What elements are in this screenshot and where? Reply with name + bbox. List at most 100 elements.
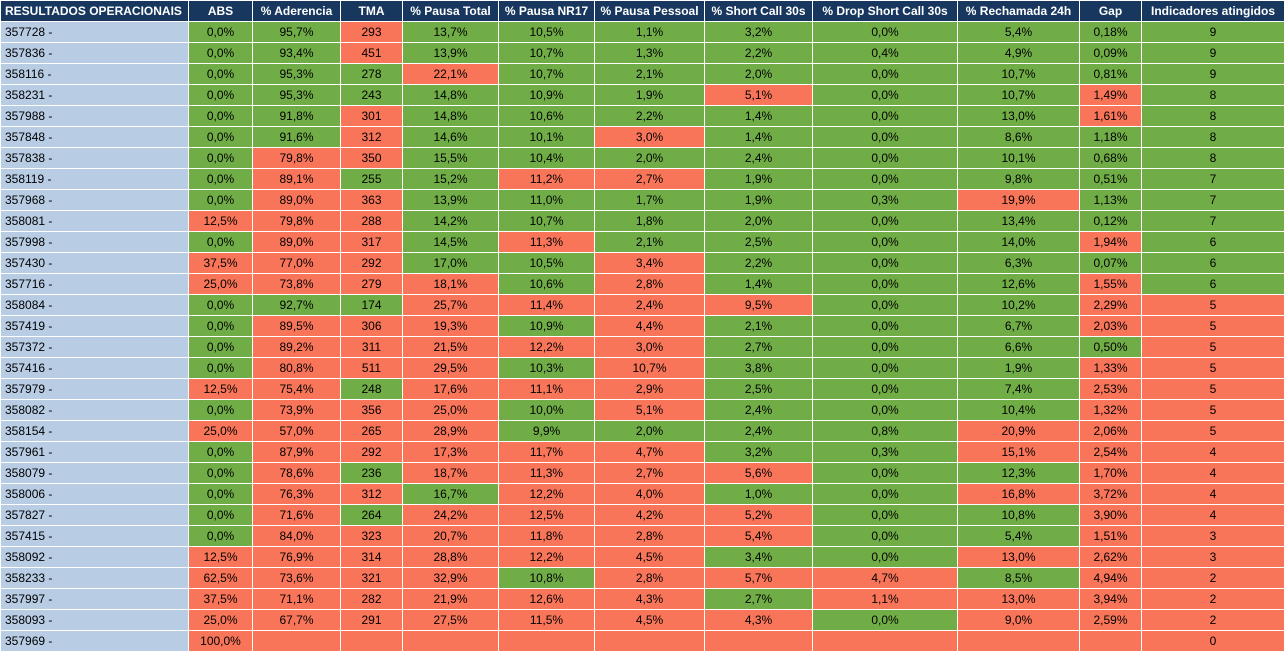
cell-pausa-total: 20,7% bbox=[403, 526, 499, 547]
cell-rechamada: 12,6% bbox=[958, 274, 1080, 295]
cell-pausa-total: 21,9% bbox=[403, 589, 499, 610]
cell-pausa-nr17: 10,8% bbox=[499, 568, 595, 589]
cell-tma: 174 bbox=[341, 295, 403, 316]
cell-gap: 1,61% bbox=[1080, 106, 1142, 127]
cell-id: 357968 - bbox=[1, 190, 189, 211]
cell-pausa-nr17: 12,6% bbox=[499, 589, 595, 610]
cell-id: 357728 - bbox=[1, 22, 189, 43]
cell-pausa-total: 28,9% bbox=[403, 421, 499, 442]
cell-short-call: 3,2% bbox=[705, 22, 813, 43]
cell-rechamada: 10,4% bbox=[958, 400, 1080, 421]
cell-indicadores: 4 bbox=[1142, 505, 1284, 526]
cell-abs: 0,0% bbox=[189, 358, 253, 379]
cell-rechamada: 20,9% bbox=[958, 421, 1080, 442]
cell-rechamada: 8,6% bbox=[958, 127, 1080, 148]
cell-drop-short-call: 1,1% bbox=[813, 589, 958, 610]
cell-abs: 0,0% bbox=[189, 316, 253, 337]
cell-pausa-nr17: 12,2% bbox=[499, 337, 595, 358]
cell-pausa-pessoal: 2,4% bbox=[595, 295, 705, 316]
cell-short-call: 2,0% bbox=[705, 211, 813, 232]
cell-gap: 1,94% bbox=[1080, 232, 1142, 253]
cell-indicadores: 8 bbox=[1142, 148, 1284, 169]
cell-id: 357979 - bbox=[1, 379, 189, 400]
cell-indicadores: 7 bbox=[1142, 169, 1284, 190]
cell-tma: 291 bbox=[341, 610, 403, 631]
cell-id: 357969 - bbox=[1, 631, 189, 652]
cell-pausa-total: 18,1% bbox=[403, 274, 499, 295]
cell-aderencia: 92,7% bbox=[253, 295, 341, 316]
cell-pausa-nr17: 11,0% bbox=[499, 190, 595, 211]
cell-gap: 1,13% bbox=[1080, 190, 1142, 211]
cell-abs: 0,0% bbox=[189, 400, 253, 421]
cell-aderencia: 77,0% bbox=[253, 253, 341, 274]
cell-abs: 0,0% bbox=[189, 232, 253, 253]
cell-gap: 2,62% bbox=[1080, 547, 1142, 568]
cell-drop-short-call: 0,0% bbox=[813, 169, 958, 190]
cell-rechamada: 7,4% bbox=[958, 379, 1080, 400]
header-rechamada: % Rechamada 24h bbox=[958, 1, 1080, 22]
cell-pausa-nr17: 11,8% bbox=[499, 526, 595, 547]
cell-tma: 279 bbox=[341, 274, 403, 295]
cell-pausa-total: 17,0% bbox=[403, 253, 499, 274]
cell-pausa-pessoal: 1,1% bbox=[595, 22, 705, 43]
cell-abs: 62,5% bbox=[189, 568, 253, 589]
cell-id: 358093 - bbox=[1, 610, 189, 631]
cell-pausa-total bbox=[403, 631, 499, 652]
cell-abs: 0,0% bbox=[189, 505, 253, 526]
cell-abs: 12,5% bbox=[189, 379, 253, 400]
header-tma: TMA bbox=[341, 1, 403, 22]
cell-rechamada: 6,3% bbox=[958, 253, 1080, 274]
cell-gap: 1,18% bbox=[1080, 127, 1142, 148]
cell-pausa-pessoal: 2,8% bbox=[595, 568, 705, 589]
cell-gap: 2,06% bbox=[1080, 421, 1142, 442]
cell-drop-short-call: 0,0% bbox=[813, 484, 958, 505]
cell-pausa-total: 17,6% bbox=[403, 379, 499, 400]
cell-aderencia: 73,8% bbox=[253, 274, 341, 295]
cell-pausa-total: 22,1% bbox=[403, 64, 499, 85]
cell-short-call: 3,2% bbox=[705, 442, 813, 463]
cell-drop-short-call: 0,0% bbox=[813, 463, 958, 484]
cell-gap: 2,54% bbox=[1080, 442, 1142, 463]
cell-drop-short-call: 0,0% bbox=[813, 358, 958, 379]
cell-gap: 2,53% bbox=[1080, 379, 1142, 400]
cell-tma: 356 bbox=[341, 400, 403, 421]
cell-pausa-total: 19,3% bbox=[403, 316, 499, 337]
cell-pausa-total: 14,6% bbox=[403, 127, 499, 148]
cell-abs: 25,0% bbox=[189, 274, 253, 295]
cell-gap: 2,59% bbox=[1080, 610, 1142, 631]
header-abs: ABS bbox=[189, 1, 253, 22]
header-id: RESULTADOS OPERACIONAIS bbox=[1, 1, 189, 22]
cell-tma: 312 bbox=[341, 484, 403, 505]
cell-id: 358084 - bbox=[1, 295, 189, 316]
cell-abs: 25,0% bbox=[189, 421, 253, 442]
cell-abs: 0,0% bbox=[189, 463, 253, 484]
cell-pausa-pessoal: 1,7% bbox=[595, 190, 705, 211]
cell-drop-short-call: 0,0% bbox=[813, 295, 958, 316]
cell-gap: 0,81% bbox=[1080, 64, 1142, 85]
cell-short-call: 2,0% bbox=[705, 64, 813, 85]
cell-pausa-total: 13,9% bbox=[403, 43, 499, 64]
cell-id: 357988 - bbox=[1, 106, 189, 127]
cell-rechamada bbox=[958, 631, 1080, 652]
cell-short-call: 1,4% bbox=[705, 127, 813, 148]
cell-id: 357836 - bbox=[1, 43, 189, 64]
cell-short-call: 5,4% bbox=[705, 526, 813, 547]
cell-drop-short-call: 0,0% bbox=[813, 232, 958, 253]
cell-aderencia: 71,1% bbox=[253, 589, 341, 610]
cell-rechamada: 9,0% bbox=[958, 610, 1080, 631]
cell-pausa-pessoal: 2,1% bbox=[595, 64, 705, 85]
cell-id: 358082 - bbox=[1, 400, 189, 421]
cell-tma: 292 bbox=[341, 253, 403, 274]
